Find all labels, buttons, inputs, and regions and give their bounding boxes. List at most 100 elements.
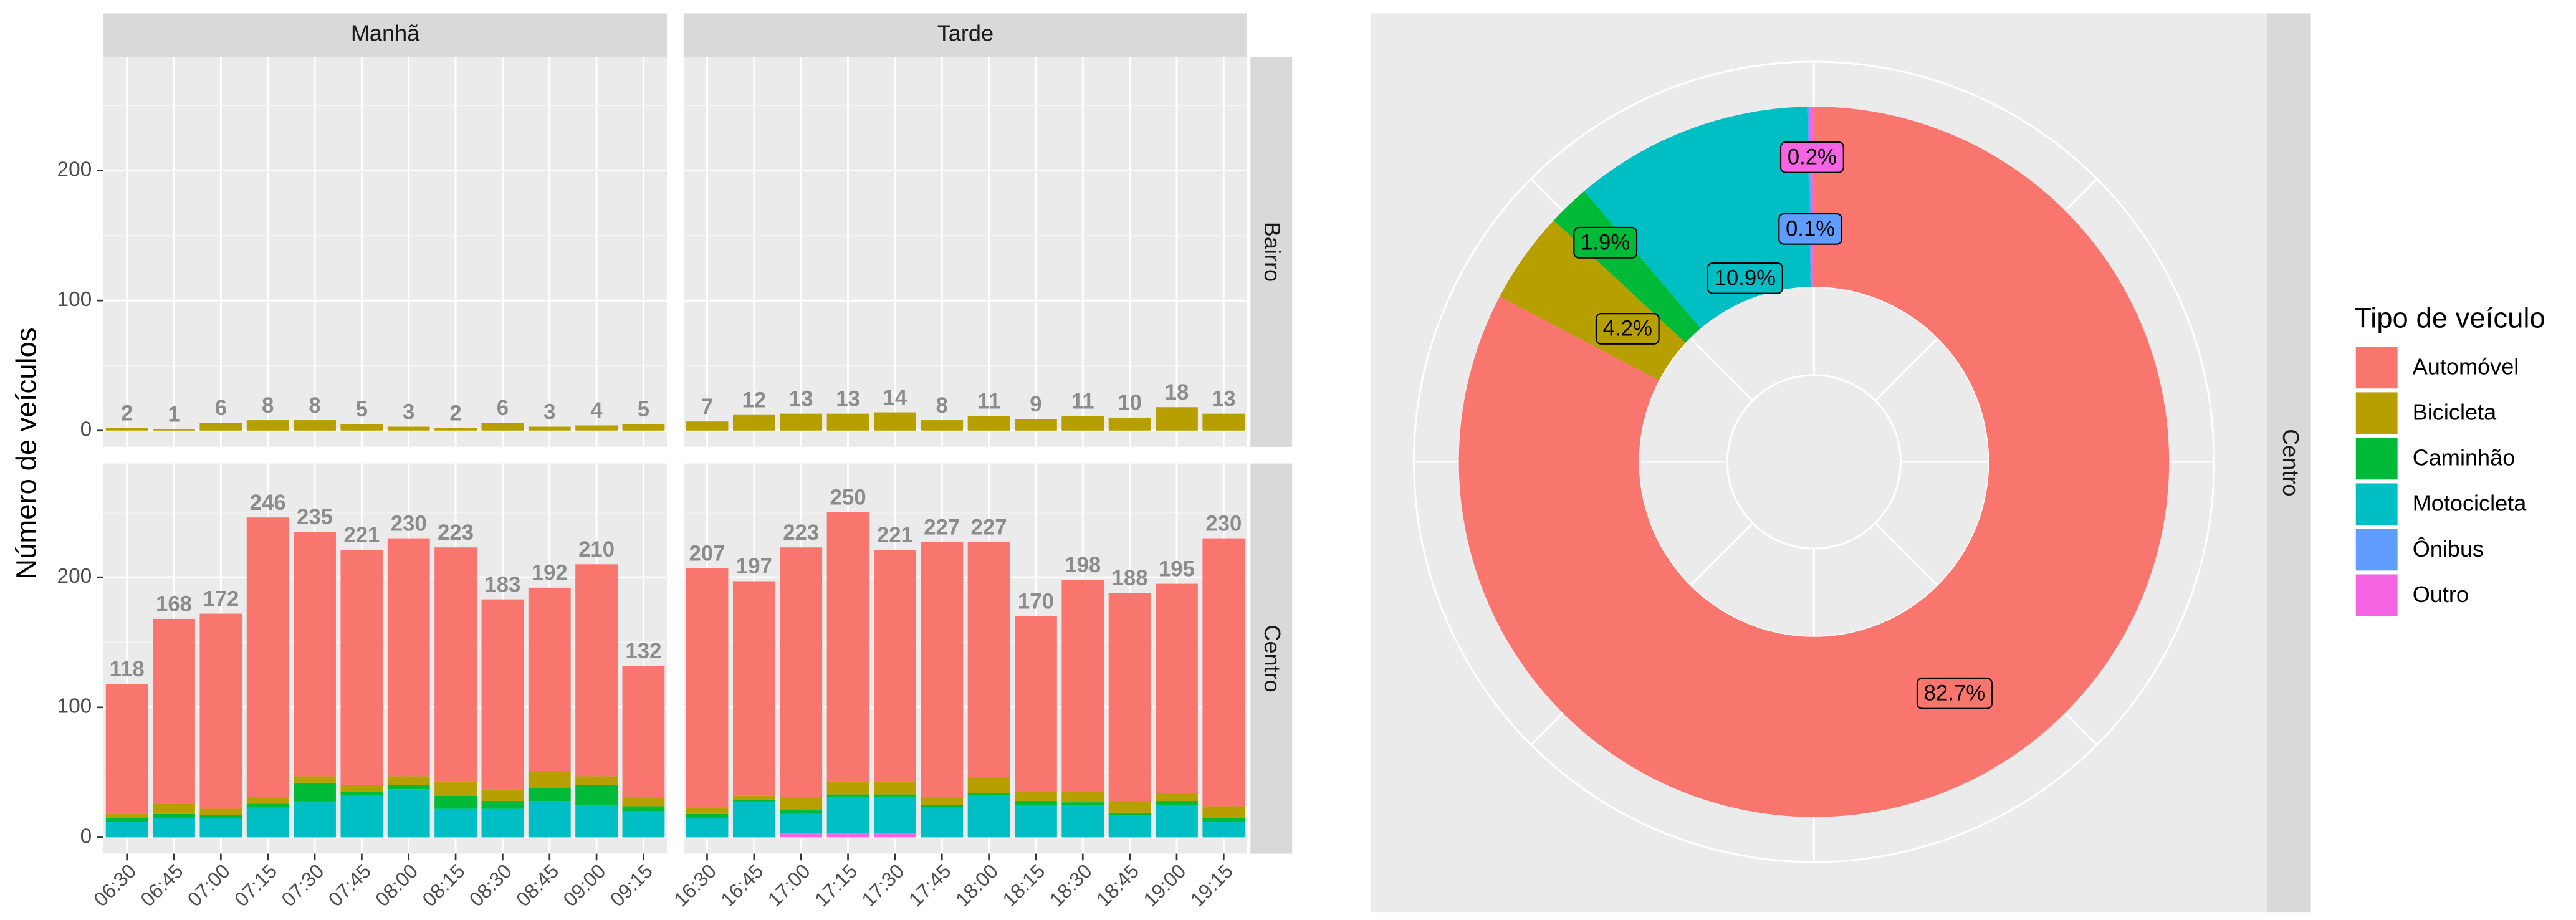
total-label: 192 [532, 562, 568, 585]
bar-segment [826, 833, 869, 838]
bar-segment [246, 797, 289, 804]
total-label: 11 [977, 390, 1000, 414]
x-tick-label: 08:45 [512, 860, 563, 911]
bar-segment [732, 799, 775, 803]
bar-segment [780, 413, 823, 431]
bar-segment [575, 805, 618, 838]
bar-segment [686, 818, 729, 838]
bar-segment [1061, 580, 1104, 792]
bar-segment [528, 587, 571, 772]
bar-segment [780, 813, 823, 834]
panel-background [103, 56, 668, 447]
facet-strip [103, 13, 668, 57]
y-tick-label: 100 [57, 695, 92, 718]
slice-label: 0.2% [1779, 141, 1844, 173]
bar-segment [732, 802, 775, 838]
total-label: 221 [343, 524, 380, 547]
total-label: 168 [156, 593, 192, 616]
bar-segment [1202, 822, 1245, 838]
bar-segment [732, 414, 775, 431]
total-label: 18 [1165, 381, 1189, 405]
total-label: 5 [638, 398, 649, 421]
bar-segment [1015, 801, 1057, 805]
total-label: 1 [168, 403, 180, 426]
bar-segment [199, 815, 242, 818]
total-label: 4 [590, 399, 603, 423]
bar-segment [340, 795, 383, 838]
slice-label-text: 1.9% [1581, 231, 1630, 254]
bar-segment [528, 788, 571, 802]
total-label: 3 [403, 400, 414, 424]
x-tick-label: 07:15 [230, 860, 281, 911]
total-label: 235 [297, 506, 333, 529]
legend-key [2355, 392, 2398, 434]
bar-segment [105, 822, 148, 838]
legend-key [2355, 483, 2398, 525]
total-label: 223 [438, 521, 474, 545]
bar-segment [1202, 538, 1245, 807]
bar-segment [105, 818, 148, 822]
facet-strip [683, 13, 1247, 57]
facet-strip-label: Bairro [1260, 222, 1285, 282]
bar-segment [528, 426, 571, 431]
x-tick-label: 18:00 [951, 860, 1002, 911]
bar-segment [246, 807, 289, 838]
bar-segment [967, 793, 1010, 796]
bar-segment [387, 785, 430, 790]
facet-strip [2267, 13, 2311, 913]
total-label: 183 [484, 573, 520, 597]
bar-segment [622, 666, 665, 798]
total-label: 14 [883, 386, 907, 410]
bar-segment [246, 420, 289, 431]
slice-label-text: 4.2% [1603, 317, 1652, 340]
bar-segment [1156, 583, 1198, 793]
total-label: 3 [543, 400, 555, 424]
bar-segment [732, 795, 775, 800]
x-tick-label: 16:30 [669, 860, 721, 911]
bar-segment [1156, 793, 1198, 802]
facet-strip-label: Manhã [351, 21, 420, 46]
total-label: 12 [742, 389, 767, 413]
bar-segment [340, 550, 383, 786]
bar-segment [873, 550, 916, 782]
bar-segment [921, 542, 964, 798]
total-label: 195 [1159, 557, 1195, 581]
total-label: 8 [309, 394, 320, 418]
x-tick-label: 08:15 [418, 860, 469, 911]
bar-segment [481, 599, 524, 790]
bar-segment [434, 428, 477, 431]
total-label: 223 [783, 521, 819, 545]
legend-key [2355, 574, 2398, 616]
slice-label-text: 82.7% [1924, 681, 1986, 705]
total-label: 6 [215, 396, 227, 420]
bar-segment [246, 517, 289, 797]
bar-segment [105, 684, 148, 814]
bar-segment [826, 781, 869, 795]
panel-background [103, 463, 668, 854]
total-label: 5 [356, 398, 368, 421]
bar-segment [921, 805, 964, 808]
x-tick-label: 18:45 [1092, 860, 1143, 911]
bar-segment [434, 547, 477, 782]
bar-segment [1015, 616, 1057, 792]
total-label: 230 [391, 512, 427, 535]
bar-segment [575, 425, 618, 431]
x-tick-label: 17:00 [764, 860, 815, 911]
bar-segment [387, 538, 430, 777]
bar-segment [826, 797, 869, 834]
x-tick-label: 07:30 [277, 860, 328, 911]
bar-segment [1108, 815, 1151, 838]
slice-label-box [1916, 677, 1993, 709]
bar-segment [153, 803, 195, 814]
donut-slice [1458, 107, 2170, 817]
bar-segment [873, 794, 916, 797]
x-tick-label: 16:45 [716, 860, 767, 911]
bar-segment [921, 807, 964, 838]
y-tick-label: 200 [57, 158, 92, 181]
bar-segment [199, 818, 242, 838]
total-label: 210 [578, 538, 615, 562]
bar-segment [873, 833, 916, 838]
total-label: 172 [203, 587, 239, 611]
bar-segment [686, 813, 729, 818]
